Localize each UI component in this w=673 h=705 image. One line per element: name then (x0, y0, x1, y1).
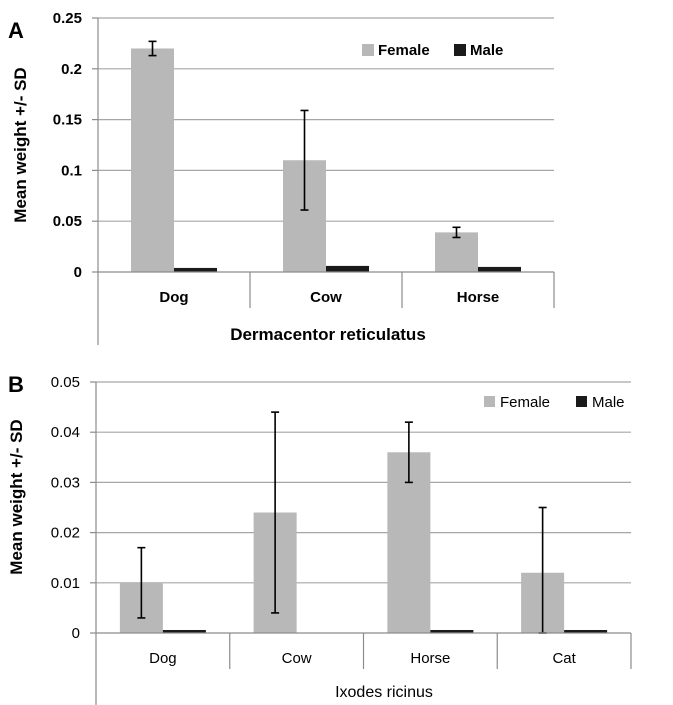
panel-b-y-tick-label: 0.04 (51, 424, 80, 441)
panel-a-error-bars (148, 40, 461, 239)
panel-b-category-label: Horse (410, 650, 450, 667)
panel-a-bar-female-horse (435, 232, 478, 272)
panel-b-y-tick-label: 0 (72, 625, 80, 642)
panel-a-bar-female-dog (131, 48, 174, 273)
panel-b-y-tick-label: 0.02 (51, 525, 80, 542)
panel-b-y-axis-title: Mean weight +/- SD (7, 419, 26, 574)
panel-b-error-bars (137, 411, 547, 634)
panel-b-y-tick-label: 0.03 (51, 474, 80, 491)
panel-a-legend-swatch-male (454, 44, 466, 56)
panel-b-bar-male-dog (162, 630, 206, 633)
panel-b-bar-male-horse (430, 630, 474, 633)
panel-b-y-tick-label: 0.05 (51, 374, 80, 391)
panel-b-legend-label-male: Male (592, 394, 625, 411)
panel-a-y-tick-label: 0.25 (53, 10, 82, 27)
panel-a-bars (131, 48, 521, 273)
panel-a-category-label: Horse (457, 289, 500, 306)
panel-b-legend-label-female: Female (500, 394, 550, 411)
panel-b-category-label: Cat (552, 650, 576, 667)
panel-a-category-label: Cow (310, 289, 342, 306)
panel-a-category-labels: Dog Cow Horse (159, 289, 499, 306)
panel-a-y-tick-label: 0.1 (61, 162, 82, 179)
panel-a-legend: Female Male (362, 42, 503, 59)
panel-b-category-label: Cow (282, 650, 312, 667)
panel-a-bar-male-cow (326, 265, 369, 272)
panel-a-legend-label-male: Male (470, 42, 503, 59)
panel-a-legend-label-female: Female (378, 42, 430, 59)
panel-a-chart: A Mean weight +/- SD Dermacentor reticul… (8, 10, 555, 345)
panel-a-y-axis-title: Mean weight +/- SD (11, 67, 30, 222)
panel-b-gridlines (96, 381, 631, 584)
panel-a-x-axis-title: Dermacentor reticulatus (230, 325, 426, 344)
panel-b-category-label: Dog (149, 650, 177, 667)
panel-b-axes (90, 381, 632, 705)
panel-b-legend-swatch-female (484, 396, 495, 407)
panel-b-letter: B (8, 372, 24, 397)
panel-a-category-label: Dog (159, 289, 188, 306)
panel-a-y-ticks: 0 0.05 0.1 0.15 0.2 0.25 (53, 10, 82, 281)
panel-a-y-tick-label: 0.2 (61, 61, 82, 78)
panel-b-bars (119, 452, 608, 633)
panel-a-legend-swatch-female (362, 44, 374, 56)
panel-a-y-tick-label: 0.15 (53, 112, 82, 129)
panel-b-y-tick-label: 0.01 (51, 575, 80, 592)
panel-a-letter: A (8, 18, 24, 43)
panel-b-chart: B Mean weight +/- SD Ixodes ricinus 0 0.0… (7, 372, 632, 705)
panel-a-y-tick-label: 0.05 (53, 213, 82, 230)
panel-b-bar-male-cat (564, 630, 608, 633)
panel-a-y-tick-label: 0 (74, 264, 82, 281)
panel-b-legend: Female Male (484, 394, 625, 411)
panel-b-legend-swatch-male (576, 396, 587, 407)
panel-b-x-axis-title: Ixodes ricinus (335, 684, 433, 701)
panel-a-bar-male-horse (478, 266, 521, 272)
panel-a-bar-male-dog (174, 267, 217, 272)
panel-a-axes (92, 17, 555, 345)
panel-b-category-labels: Dog Cow Horse Cat (149, 650, 577, 667)
panel-b-y-ticks: 0 0.01 0.02 0.03 0.04 0.05 (51, 374, 80, 642)
